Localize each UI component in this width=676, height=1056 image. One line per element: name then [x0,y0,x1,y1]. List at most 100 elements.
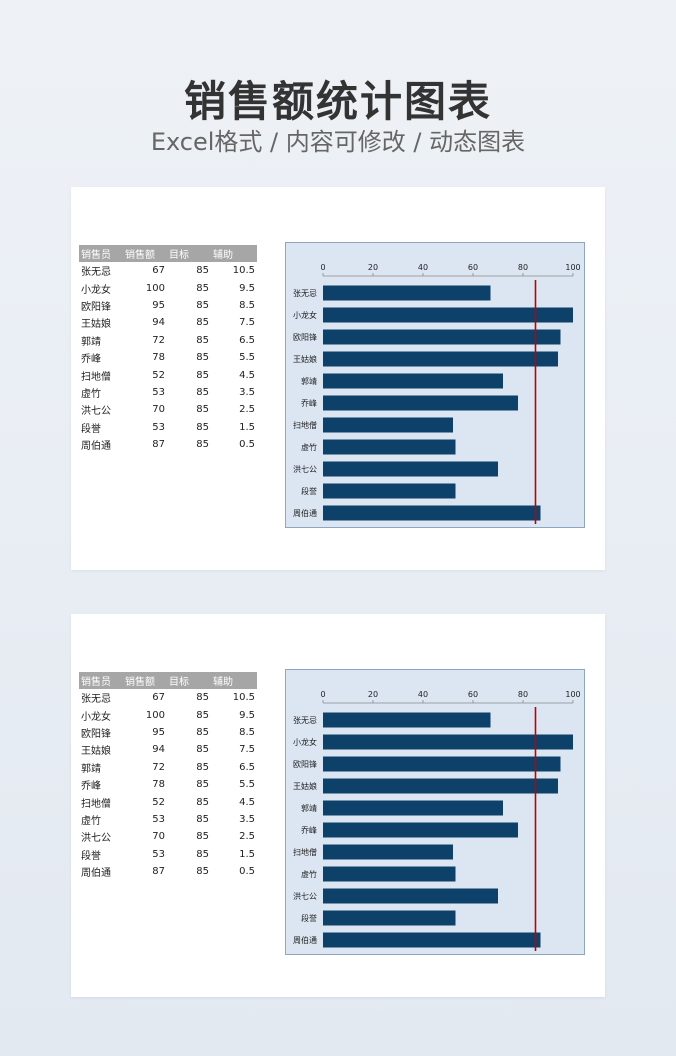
table-cell: 乔峰 [81,354,101,366]
table-cell: 53 [152,813,165,825]
bar-虚竹 [323,439,456,455]
sales-table: 销售员 销售额 目标 辅助 张无忌 67 85 10.5 小龙女 100 85 9.5 欧阳锋 95 85 8… [79,245,257,453]
bar-段誉 [323,910,456,926]
table-cell: 周伯通 [81,868,111,880]
bar-周伯通 [323,505,541,521]
table-cell: 张无忌 [81,267,111,279]
table-cell: 85 [196,709,209,721]
table-row: 欧阳锋 95 85 8.5 [79,724,257,741]
sales-bar-chart: 0 20 40 60 80 100 张无忌 小龙女 欧阳锋 王姑娘 郭靖 乔峰 扫地僧 虚竹 洪七公 段誉 周伯… [285,669,585,955]
table-cell: 85 [196,744,209,756]
table-cell: 85 [196,779,209,791]
table-cell: 虚竹 [81,388,101,400]
table-row: 扫地僧 52 85 4.5 [79,366,257,383]
chart-svg: 0 20 40 60 80 100 张无忌小龙女欧阳锋王姑娘郭靖乔峰扫地僧虚竹洪七公段誉周伯… [285,242,585,528]
table-cell: 85 [196,352,209,364]
table-row: 郭靖 72 85 6.5 [79,332,257,349]
table-cell: 85 [196,848,209,860]
table-cell: 8.5 [239,726,255,738]
y-category-label: 虚竹 [301,442,317,452]
table-cell: 0.5 [239,439,255,451]
table-cell: 52 [152,796,165,808]
table-row: 乔峰 78 85 5.5 [79,349,257,366]
table-cell: 52 [152,369,165,381]
column-header: 销售额 [123,672,167,689]
bar-王姑娘 [323,778,558,794]
bar-洪七公 [323,888,498,904]
table-cell: 87 [152,439,165,451]
table-cell: 85 [196,421,209,433]
y-category-label: 乔峰 [301,825,317,835]
page-subtitle: Excel格式 / 内容可修改 / 动态图表 [150,128,526,156]
bar-扫地僧 [323,844,453,860]
table-cell: 85 [196,761,209,773]
table-cell: 4.5 [239,796,255,808]
x-tick-label: 20 [368,263,378,272]
table-cell: 72 [152,334,165,346]
bar-小龙女 [323,734,573,750]
y-category-label: 虚竹 [301,869,317,879]
bar-欧阳锋 [323,329,561,345]
table-cell: 85 [196,439,209,451]
y-category-label: 周伯通 [293,935,317,945]
bar-虚竹 [323,866,456,882]
bar-乔峰 [323,395,518,411]
table-cell: 53 [152,848,165,860]
x-tick-label: 100 [565,690,580,699]
column-header: 销售额 [123,245,167,262]
table-cell: 3.5 [239,813,255,825]
table-cell: 张无忌 [81,694,111,706]
table-cell: 72 [152,761,165,773]
x-tick-label: 60 [468,263,478,272]
table-cell: 5.5 [239,779,255,791]
column-header: 销售员 [79,672,123,689]
x-tick-label: 60 [468,690,478,699]
table-cell: 9.5 [239,282,255,294]
table-cell: 10.5 [232,692,255,704]
table-cell: 1.5 [239,848,255,860]
y-category-label: 张无忌 [293,289,317,298]
y-category-label: 王姑娘 [293,781,317,791]
table-cell: 6.5 [239,761,255,773]
table-row: 乔峰 78 85 5.5 [79,776,257,793]
bar-周伯通 [323,932,541,948]
spreadsheet-card-2: 销售员 销售额 目标 辅助 张无忌 67 85 10.5 小龙女 100 85 9.5 欧阳锋 95 85 8… [71,614,605,997]
table-cell: 王姑娘 [81,319,111,331]
y-category-label: 周伯通 [293,508,317,518]
y-category-label: 小龙女 [293,737,317,747]
table-cell: 78 [152,779,165,791]
table-cell: 85 [196,866,209,878]
table-cell: 70 [152,831,165,843]
table-cell: 85 [196,265,209,277]
table-cell: 洪七公 [81,833,111,845]
table-cell: 洪七公 [81,406,111,418]
table-cell: 7.5 [239,317,255,329]
table-cell: 小龙女 [81,711,111,723]
table-cell: 周伯通 [81,441,111,453]
y-category-label: 郭靖 [301,376,317,386]
y-category-label: 郭靖 [301,803,317,813]
table-cell: 5.5 [239,352,255,364]
table-cell: 段誉 [81,423,101,435]
table-cell: 94 [152,744,165,756]
y-category-label: 欧阳锋 [293,759,317,769]
table-cell: 虚竹 [81,815,101,827]
table-row: 欧阳锋 95 85 8.5 [79,297,257,314]
table-row: 小龙女 100 85 9.5 [79,279,257,296]
table-row: 扫地僧 52 85 4.5 [79,793,257,810]
bar-王姑娘 [323,351,558,367]
y-category-label: 张无忌 [293,716,317,725]
spreadsheet-card-1: 销售员 销售额 目标 辅助 张无忌 67 85 10.5 小龙女 100 85 9.5 欧阳锋 95 85 8… [71,187,605,570]
table-cell: 85 [196,813,209,825]
table-cell: 70 [152,404,165,416]
table-cell: 78 [152,352,165,364]
table-cell: 0.5 [239,866,255,878]
table-cell: 8.5 [239,299,255,311]
sales-table: 销售员 销售额 目标 辅助 张无忌 67 85 10.5 小龙女 100 85 9.5 欧阳锋 95 85 8… [79,672,257,880]
table-row: 郭靖 72 85 6.5 [79,759,257,776]
table-cell: 67 [152,692,165,704]
x-tick-label: 0 [320,690,325,699]
bar-张无忌 [323,285,491,301]
table-cell: 85 [196,369,209,381]
table-cell: 2.5 [239,831,255,843]
